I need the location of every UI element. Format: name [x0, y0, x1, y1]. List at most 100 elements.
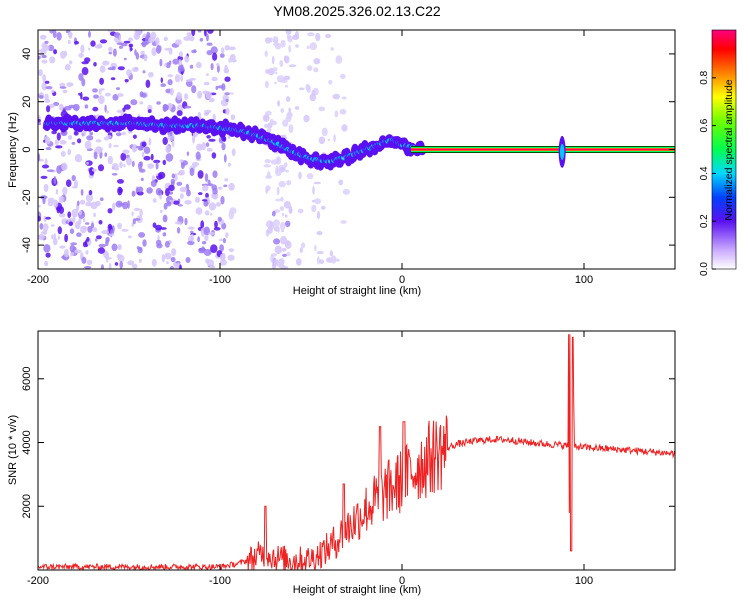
- spectrogram-noise-blob: [115, 132, 122, 137]
- spectrogram-noise-blob: [203, 249, 212, 256]
- spectrogram-noise-blob: [53, 199, 59, 208]
- spectrogram-noise-blob: [40, 47, 47, 55]
- spectrogram-noise-blob: [314, 244, 317, 252]
- spectrogram-noise-blob: [110, 77, 116, 81]
- spectrogram-noise-blob: [171, 173, 176, 179]
- spectrogram-noise-blob: [140, 177, 144, 181]
- spectrogram-noise-blob: [155, 161, 159, 170]
- spectrogram-noise-blob: [159, 209, 163, 213]
- spectrogram-noise-blob: [80, 189, 84, 196]
- spectrogram-noise-blob: [219, 53, 225, 58]
- spectrogram-noise-blob: [85, 222, 90, 225]
- spectrogram-noise-blob: [262, 114, 270, 122]
- spectrogram-noise-blob: [174, 74, 181, 83]
- spectrogram-x-tick-label: -100: [209, 274, 231, 286]
- spectrogram-noise-blob: [313, 181, 321, 185]
- spectrogram-noise-blob: [93, 62, 97, 67]
- spectrogram-noise-blob: [134, 218, 141, 221]
- spectrogram-noise-blob: [51, 89, 55, 93]
- spectrogram-noise-blob: [156, 101, 161, 105]
- spectrogram-noise-blob: [130, 99, 138, 106]
- spectrogram-tone-band-core: [411, 148, 675, 151]
- spectrogram-noise-blob: [58, 103, 64, 111]
- spectrogram-noise-blob: [288, 124, 294, 133]
- spectrogram-noise-blob: [168, 184, 175, 192]
- spectrogram-noise-blob: [163, 36, 168, 42]
- spectrogram-noise-blob: [197, 30, 202, 33]
- spectrogram-noise-blob: [107, 155, 114, 165]
- spectrogram-noise-blob: [38, 55, 41, 60]
- spectrogram-noise-blob: [204, 109, 212, 114]
- spectrogram-noise-blob: [139, 258, 142, 263]
- spectrogram-transient-inner: [559, 143, 565, 160]
- spectrogram-noise-blob: [67, 39, 71, 45]
- spectrogram-x-ticks: -200 -100 0 100: [27, 30, 593, 286]
- spectrogram-noise-blob: [93, 94, 99, 99]
- spectrogram-noise-blob: [46, 137, 51, 145]
- spectrogram-noise-blob: [123, 163, 126, 168]
- spectrogram-noise-blob: [72, 103, 80, 111]
- spectrogram-noise-blob: [150, 180, 157, 187]
- spectrogram-noise-blob: [139, 208, 143, 217]
- spectrogram-noise-blob: [132, 134, 137, 139]
- spectrogram-noise-blob: [100, 197, 104, 201]
- spectrogram-noise-blob: [49, 30, 54, 34]
- spectrogram-noise-blob: [105, 256, 109, 263]
- spectrogram-noise-blob: [165, 145, 171, 154]
- spectrogram-noise-blob: [275, 71, 278, 75]
- spectrogram-noise-blob: [207, 30, 214, 34]
- colorbar-tick-label: 0.8: [699, 70, 710, 84]
- spectrogram-noise-blob: [165, 153, 174, 162]
- spectrogram-noise-blob: [275, 198, 283, 202]
- colorbar-tick-label: 0.6: [699, 118, 710, 132]
- spectrogram-noise-blob: [82, 218, 86, 223]
- colorbar-tick-label: 0.0: [699, 262, 710, 276]
- spectrogram-noise-blob: [122, 149, 130, 154]
- spectrogram-noise-blob: [51, 234, 54, 240]
- spectrogram-noise-blob: [68, 32, 73, 39]
- spectrogram-noise-blob: [321, 127, 328, 137]
- spectrogram-noise-blob: [216, 64, 220, 73]
- spectrogram-noise-blob: [275, 156, 282, 165]
- spectrogram-noise-blob: [276, 186, 280, 196]
- spectrogram-noise-blob: [38, 153, 41, 162]
- spectrogram-noise-blob: [123, 57, 127, 61]
- spectrogram-noise-blob: [266, 220, 271, 228]
- spectrogram-noise-blob: [74, 249, 82, 254]
- spectrogram-noise-blob: [185, 257, 191, 263]
- spectrogram-noise-blob: [265, 175, 272, 179]
- spectrogram-noise-blob: [210, 63, 214, 71]
- spectrogram-noise-blob: [118, 34, 121, 43]
- spectrogram-noise-blob: [225, 232, 229, 239]
- spectrogram-noise-blob: [288, 44, 292, 53]
- snr-x-ticks: -200 -100 0 100: [27, 331, 593, 587]
- spectrogram-noise-blob: [65, 179, 72, 187]
- spectrogram-noise-blob: [136, 191, 144, 196]
- spectrogram-noise-blob: [208, 232, 216, 235]
- spectrogram-noise-blob: [80, 225, 87, 234]
- spectrogram-noise-blob: [266, 227, 273, 234]
- spectrogram-noise-blob: [102, 60, 110, 66]
- spectrogram-noise-blob: [307, 32, 315, 37]
- spectrogram-y-tick-label: -40: [21, 237, 33, 253]
- spectrogram-noise-blob: [205, 142, 210, 147]
- spectrogram-noise-blob: [303, 114, 310, 123]
- spectrogram-noise-blob: [189, 77, 197, 81]
- spectrogram-noise-blob: [46, 105, 51, 113]
- spectrogram-noise-blob: [143, 54, 148, 62]
- spectrogram-noise-blob: [168, 105, 172, 110]
- spectrogram-noise-blob: [111, 66, 116, 71]
- spectrogram-noise-blob: [43, 244, 51, 253]
- spectrogram-noise-blob: [114, 37, 119, 43]
- spectrogram-noise-blob: [193, 49, 197, 52]
- spectrogram-noise-blob: [204, 210, 210, 216]
- spectrogram-noise-blob: [202, 185, 209, 192]
- spectrogram-noise-blob: [197, 112, 202, 118]
- spectrogram-noise-blob: [100, 264, 104, 269]
- spectrogram-noise-blob: [135, 145, 141, 149]
- spectrogram-noise-blob: [117, 203, 126, 206]
- spectrogram-noise-blob: [180, 193, 184, 200]
- spectrogram-noise-blob: [273, 39, 279, 44]
- spectrogram-noise-blob: [198, 192, 203, 196]
- spectrogram-noise-blob: [86, 236, 90, 242]
